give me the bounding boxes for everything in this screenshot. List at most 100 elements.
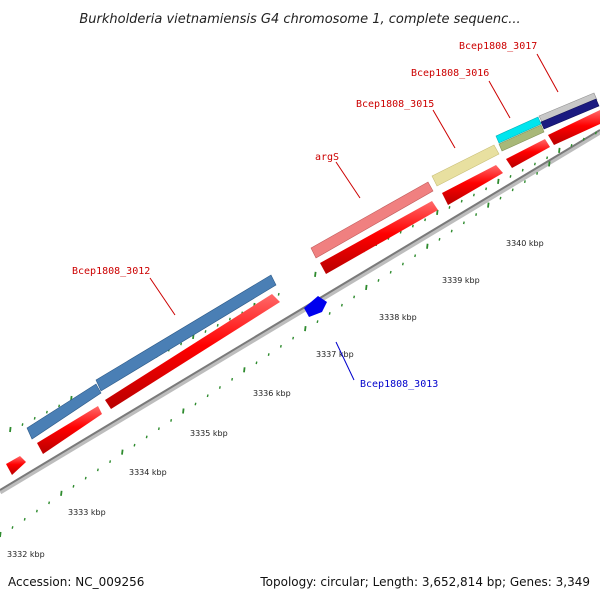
- scale-tick: [48, 501, 51, 505]
- gene-label-bcep1808-3017[interactable]: Bcep1808_3017: [459, 41, 537, 52]
- scale-tick: [23, 517, 26, 521]
- scale-tick: [21, 423, 24, 426]
- scale-tick: [438, 237, 441, 241]
- gene-feature[interactable]: [95, 274, 277, 392]
- gene-feature[interactable]: [495, 116, 542, 144]
- lower-tick-track: [0, 161, 551, 538]
- gene-label-bcep1808-3016[interactable]: Bcep1808_3016: [411, 68, 489, 79]
- scale-tick: [170, 419, 173, 422]
- scale-tick: [462, 221, 465, 225]
- gene-label-args[interactable]: argS: [315, 152, 339, 163]
- scale-tick: [558, 147, 561, 153]
- scale-tick: [145, 435, 148, 439]
- scale-tick: [194, 402, 197, 406]
- scale-tick: [546, 156, 549, 160]
- scale-tick: [180, 342, 183, 346]
- scale-tick: [218, 386, 221, 389]
- scale-tick: [109, 460, 112, 464]
- scale-tick: [316, 320, 319, 324]
- tick-label: 3339 kbp: [442, 276, 480, 285]
- minus-strand-feature[interactable]: [304, 296, 327, 317]
- cds-feature[interactable]: [37, 406, 102, 454]
- scale-tick: [365, 284, 368, 291]
- cds-feature[interactable]: [105, 294, 280, 409]
- scale-tick: [401, 262, 404, 266]
- scale-tick: [521, 168, 524, 172]
- scale-tick: [450, 229, 453, 233]
- scale-tick: [353, 295, 356, 299]
- scale-tick: [424, 218, 427, 222]
- gene-feature[interactable]: [431, 144, 500, 187]
- scale-tick: [231, 377, 234, 381]
- tick-label: 3340 kbp: [506, 239, 544, 248]
- cds-feature[interactable]: [548, 110, 600, 145]
- scale-tick: [328, 311, 331, 315]
- scale-tick: [582, 137, 585, 141]
- scale-tick: [243, 367, 246, 373]
- tick-label: 3333 kbp: [68, 508, 106, 517]
- cds-feature[interactable]: [6, 456, 26, 475]
- scale-tick: [436, 209, 439, 215]
- scale-tick: [475, 213, 478, 216]
- gene-feature[interactable]: [498, 124, 545, 152]
- scale-tick: [133, 443, 136, 447]
- gene-feature[interactable]: [26, 383, 102, 440]
- gene-feature[interactable]: [540, 98, 600, 130]
- scale-tick: [472, 193, 475, 197]
- scale-tick: [58, 404, 61, 408]
- tick-label: 3338 kbp: [379, 313, 417, 322]
- scale-tick: [314, 271, 317, 278]
- scale-tick: [389, 270, 392, 274]
- scale-tick: [511, 188, 514, 192]
- scale-tick: [35, 509, 38, 513]
- map-title: Burkholderia vietnamiensis G4 chromosome…: [79, 12, 520, 27]
- gene-feature[interactable]: [538, 92, 598, 123]
- scale-tick: [9, 426, 12, 433]
- gene-label-bcep1808-3013[interactable]: Bcep1808_3013: [360, 379, 438, 390]
- cds-feature[interactable]: [442, 165, 503, 205]
- backbone: [0, 129, 600, 495]
- scale-tick: [11, 526, 14, 529]
- scale-tick: [399, 230, 402, 234]
- summary-text: Topology: circular; Length: 3,652,814 bp…: [259, 575, 590, 589]
- scale-tick: [411, 224, 414, 228]
- gene-label-bcep1808-3012[interactable]: Bcep1808_3012: [72, 266, 150, 277]
- gene-labels: Bcep1808_3012 Bcep1808_3013 argS Bcep180…: [72, 41, 537, 390]
- gene-track: [26, 92, 600, 440]
- scale-tick: [594, 131, 597, 135]
- tick-label: 3335 kbp: [190, 429, 228, 438]
- scale-tick: [45, 410, 48, 414]
- tick-label: 3334 kbp: [129, 468, 167, 477]
- gene-feature[interactable]: [310, 181, 434, 259]
- scale-tick: [0, 531, 2, 538]
- scale-tick: [182, 408, 185, 414]
- tick-label: 3337 kbp: [316, 350, 354, 359]
- scale-tick: [499, 196, 502, 200]
- scale-tick: [448, 206, 451, 209]
- scale-tick: [548, 161, 551, 167]
- tick-label: 3332 kbp: [7, 550, 45, 559]
- scale-tick: [255, 361, 258, 365]
- tick-labels: 3332 kbp 3333 kbp 3334 kbp 3335 kbp 3336…: [7, 239, 544, 559]
- scale-tick: [497, 178, 500, 184]
- scale-tick: [72, 484, 75, 488]
- scale-tick: [304, 326, 307, 332]
- scale-tick: [460, 199, 463, 203]
- scale-tick: [84, 476, 87, 480]
- cds-feature[interactable]: [506, 139, 550, 168]
- leader-lines: [149, 53, 559, 381]
- cds-feature[interactable]: [320, 201, 438, 274]
- scale-tick: [277, 292, 280, 296]
- scale-tick: [204, 330, 207, 333]
- cds-track: [6, 110, 600, 475]
- scale-tick: [536, 171, 539, 175]
- scale-tick: [279, 344, 282, 348]
- scale-tick: [60, 490, 63, 496]
- scale-tick: [485, 187, 488, 191]
- gene-label-bcep1808-3015[interactable]: Bcep1808_3015: [356, 99, 434, 110]
- scale-tick: [206, 394, 209, 398]
- scale-tick: [509, 174, 512, 178]
- scale-tick: [533, 162, 536, 166]
- scale-tick: [96, 468, 99, 472]
